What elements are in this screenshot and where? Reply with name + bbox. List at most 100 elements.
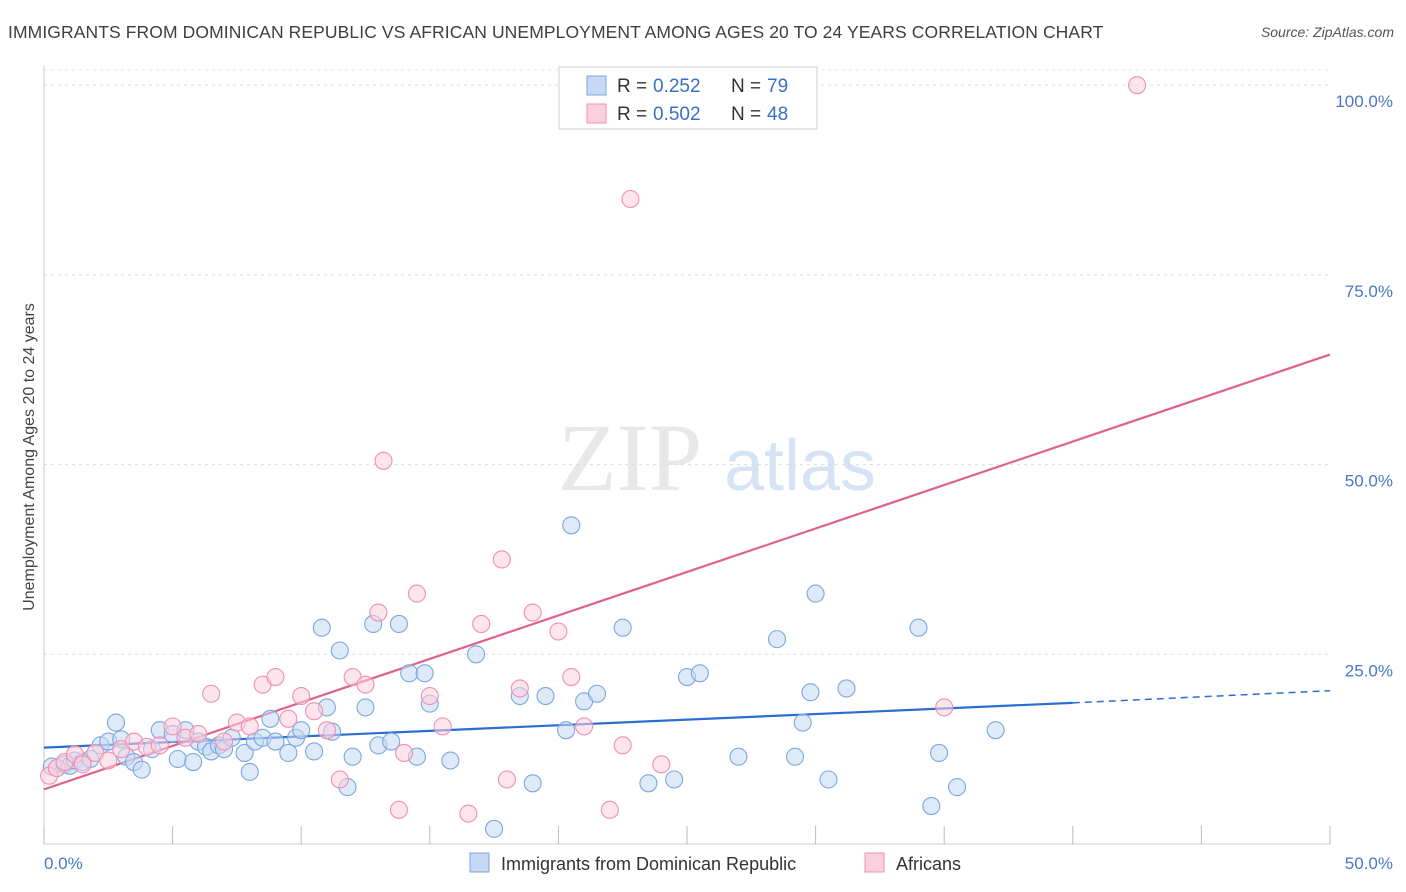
point-african bbox=[407, 584, 426, 603]
point-african bbox=[472, 614, 491, 633]
point-dominican bbox=[132, 760, 151, 779]
point-dominican bbox=[729, 747, 748, 766]
point-dominican bbox=[467, 645, 486, 664]
point-african bbox=[292, 686, 311, 706]
point-dominican bbox=[801, 683, 820, 702]
bottom-legend-label-2: Africans bbox=[896, 854, 961, 874]
point-african bbox=[562, 668, 581, 687]
legend-swatch-pink bbox=[586, 103, 607, 124]
top-legend: R = 0.252 N = 79 R = 0.502 N = 48 bbox=[558, 66, 818, 130]
point-dominican bbox=[690, 664, 709, 683]
y-tick-label: 100.0% bbox=[1335, 92, 1393, 111]
legend-n-label-2: N = bbox=[731, 104, 761, 125]
point-african bbox=[266, 668, 285, 687]
legend-r-value-1: 0.252 bbox=[653, 76, 701, 97]
point-dominican bbox=[922, 797, 941, 816]
point-dominican bbox=[523, 774, 542, 793]
point-african bbox=[510, 679, 529, 698]
point-african bbox=[305, 702, 324, 721]
point-african bbox=[240, 717, 259, 736]
point-dominican bbox=[806, 584, 825, 603]
point-dominican bbox=[536, 686, 555, 706]
point-african bbox=[73, 755, 92, 774]
point-african bbox=[374, 451, 393, 470]
point-african bbox=[549, 622, 568, 641]
point-african bbox=[1128, 76, 1147, 95]
y-axis-label: Unemployment Among Ages 20 to 24 years bbox=[21, 303, 38, 611]
point-african bbox=[369, 603, 388, 622]
point-african bbox=[317, 721, 336, 740]
point-african bbox=[163, 717, 182, 736]
point-dominican bbox=[562, 516, 581, 535]
y-tick-label: 50.0% bbox=[1345, 472, 1393, 491]
x-tick-min: 0.0% bbox=[44, 854, 83, 873]
point-dominican bbox=[382, 732, 401, 751]
legend-n-label-1: N = bbox=[731, 76, 761, 97]
point-dominican bbox=[279, 743, 298, 762]
trend-line-dominican-extension bbox=[1072, 689, 1331, 704]
point-dominican bbox=[837, 679, 856, 698]
point-african bbox=[356, 675, 375, 694]
point-dominican bbox=[184, 752, 203, 772]
point-african bbox=[389, 800, 408, 819]
point-african bbox=[935, 698, 954, 717]
legend-r-value-2: 0.502 bbox=[653, 104, 701, 125]
point-african bbox=[613, 736, 632, 755]
point-african bbox=[652, 755, 671, 774]
point-african bbox=[523, 603, 542, 622]
point-dominican bbox=[235, 743, 254, 762]
point-african bbox=[420, 686, 439, 706]
point-dominican bbox=[441, 751, 460, 770]
legend-swatch-blue bbox=[586, 75, 607, 96]
point-dominican bbox=[909, 618, 928, 637]
legend-r-label-1: R = bbox=[617, 76, 647, 97]
point-dominican bbox=[266, 732, 285, 751]
point-dominican bbox=[356, 698, 375, 717]
x-tick-max: 50.0% bbox=[1345, 854, 1393, 873]
point-dominican bbox=[930, 743, 949, 762]
axes bbox=[43, 66, 1331, 845]
point-african bbox=[202, 684, 221, 703]
point-dominican bbox=[785, 747, 805, 766]
point-african bbox=[492, 550, 511, 569]
point-dominican bbox=[793, 713, 812, 732]
point-african bbox=[433, 717, 452, 736]
bottom-legend-swatch-blue bbox=[469, 852, 490, 873]
chart-title: IMMIGRANTS FROM DOMINICAN REPUBLIC VS AF… bbox=[8, 22, 1104, 42]
point-dominican bbox=[312, 618, 331, 637]
point-dominican bbox=[415, 664, 434, 683]
point-african bbox=[150, 736, 169, 755]
point-african bbox=[395, 743, 414, 762]
point-dominican bbox=[613, 618, 632, 637]
chart-source: Source: ZipAtlas.com bbox=[1260, 24, 1394, 40]
point-dominican bbox=[389, 614, 408, 633]
point-dominican bbox=[557, 721, 576, 740]
trend-line-african bbox=[43, 353, 1331, 791]
point-dominican bbox=[240, 762, 259, 781]
point-african bbox=[497, 770, 517, 789]
point-african bbox=[459, 804, 478, 823]
point-african bbox=[214, 732, 234, 751]
watermark-zip: ZIP bbox=[558, 404, 702, 511]
y-tick-label: 25.0% bbox=[1345, 661, 1393, 680]
data-points bbox=[40, 72, 1147, 838]
point-dominican bbox=[168, 749, 187, 769]
point-dominican bbox=[330, 641, 349, 660]
watermark-atlas: atlas bbox=[724, 426, 876, 506]
point-dominican bbox=[948, 778, 967, 797]
point-african bbox=[99, 751, 118, 770]
point-dominican bbox=[292, 721, 311, 740]
point-dominican bbox=[305, 742, 324, 761]
point-dominican bbox=[587, 684, 607, 703]
point-dominican bbox=[639, 774, 658, 793]
legend-r-label-2: R = bbox=[617, 104, 647, 125]
point-dominican bbox=[106, 713, 126, 732]
y-tick-label: 75.0% bbox=[1345, 282, 1393, 301]
point-african bbox=[621, 189, 640, 209]
grid-lines bbox=[44, 69, 1330, 655]
point-dominican bbox=[343, 747, 362, 766]
bottom-legend-label-1: Immigrants from Dominican Republic bbox=[501, 854, 796, 874]
point-dominican bbox=[767, 630, 787, 649]
point-dominican bbox=[665, 770, 684, 789]
